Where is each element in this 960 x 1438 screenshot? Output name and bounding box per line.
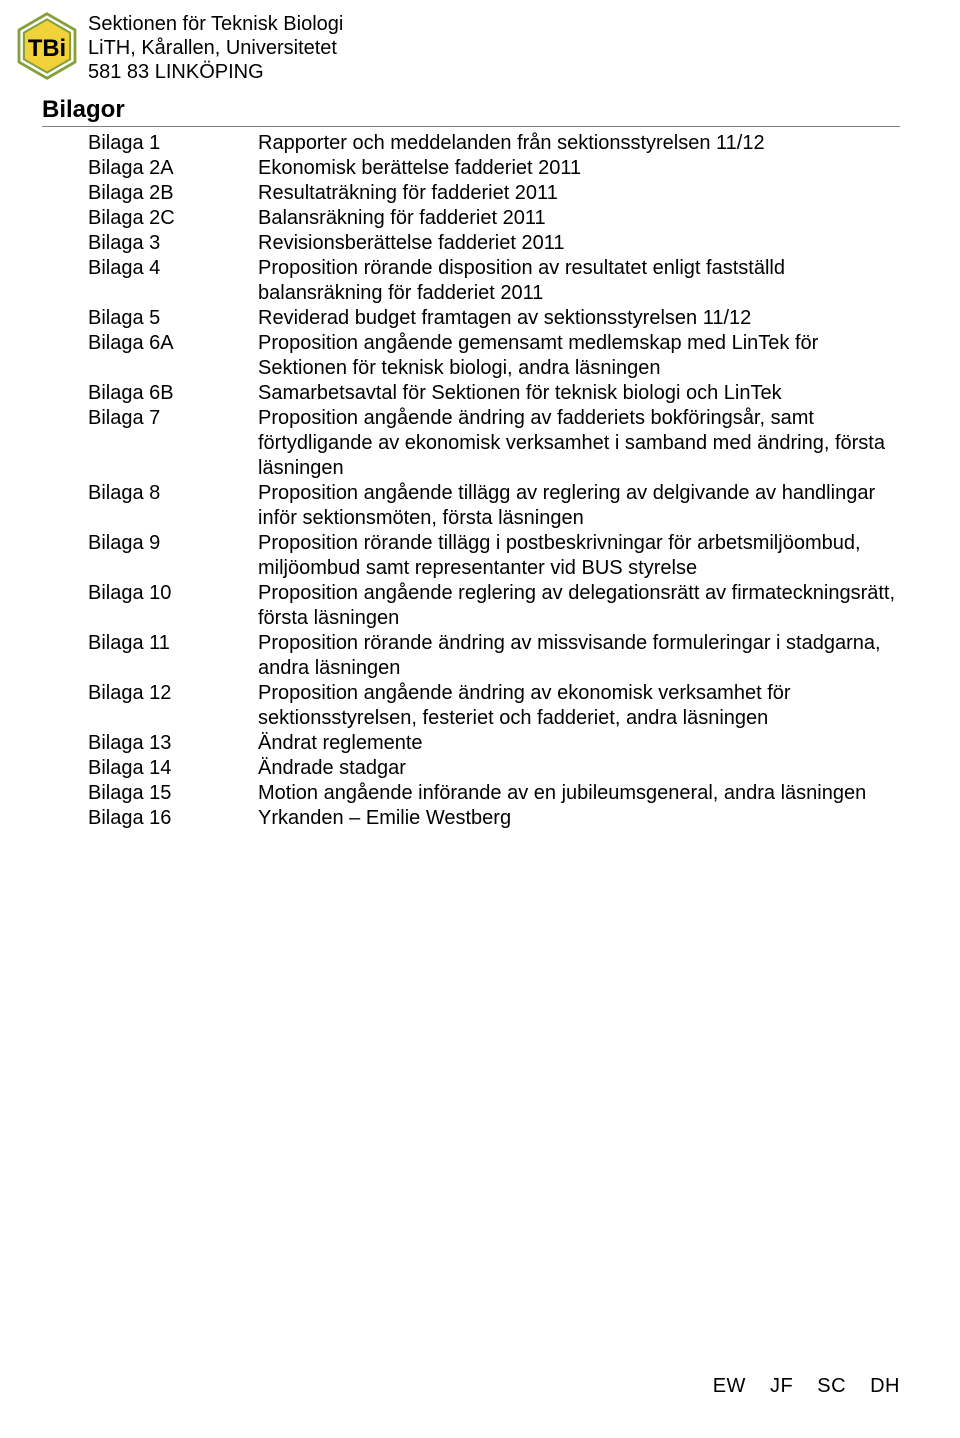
attachment-row: Bilaga 13Ändrat reglemente [42, 731, 900, 756]
attachment-label: Bilaga 6B [88, 381, 258, 406]
attachment-description: Proposition angående ändring av fadderie… [258, 406, 900, 481]
attachment-row: Bilaga 1Rapporter och meddelanden från s… [42, 131, 900, 156]
attachment-label: Bilaga 15 [88, 781, 258, 806]
attachment-label: Bilaga 13 [88, 731, 258, 756]
initials-3: SC [817, 1375, 846, 1397]
initials-4: DH [870, 1375, 900, 1397]
svg-text:TBi: TBi [28, 35, 66, 62]
attachment-description: Proposition angående reglering av delega… [258, 581, 900, 631]
attachment-label: Bilaga 16 [88, 806, 258, 831]
attachment-row: Bilaga 2BResultaträkning för fadderiet 2… [42, 181, 900, 206]
attachment-label: Bilaga 3 [88, 231, 258, 256]
attachment-label: Bilaga 4 [88, 256, 258, 306]
attachment-description: Revisionsberättelse fadderiet 2011 [258, 231, 900, 256]
attachment-description: Proposition angående gemensamt medlemska… [258, 331, 900, 381]
attachment-row: Bilaga 2CBalansräkning för fadderiet 201… [42, 206, 900, 231]
attachment-description: Yrkanden – Emilie Westberg [258, 806, 900, 831]
org-line-2: LiTH, Kårallen, Universitetet [88, 36, 343, 60]
attachment-description: Proposition rörande tillägg i postbeskri… [258, 531, 900, 581]
attachment-description: Balansräkning för fadderiet 2011 [258, 206, 900, 231]
attachment-row: Bilaga 15Motion angående införande av en… [42, 781, 900, 806]
attachment-label: Bilaga 2B [88, 181, 258, 206]
footer-initials: EW JF SC DH [695, 1375, 900, 1398]
document-header: TBi Sektionen för Teknisk Biologi LiTH, … [0, 0, 960, 84]
attachment-description: Proposition angående ändring av ekonomis… [258, 681, 900, 731]
attachment-label: Bilaga 6A [88, 331, 258, 381]
attachment-row: Bilaga 16Yrkanden – Emilie Westberg [42, 806, 900, 831]
attachment-description: Reviderad budget framtagen av sektionsst… [258, 306, 900, 331]
org-logo: TBi [12, 10, 82, 82]
attachment-list: Bilaga 1Rapporter och meddelanden från s… [42, 131, 900, 831]
attachment-row: Bilaga 12Proposition angående ändring av… [42, 681, 900, 731]
attachment-label: Bilaga 14 [88, 756, 258, 781]
attachment-label: Bilaga 7 [88, 406, 258, 481]
section-title: Bilagor [42, 96, 900, 127]
attachment-description: Proposition rörande ändring av missvisan… [258, 631, 900, 681]
attachment-description: Proposition angående tillägg av reglerin… [258, 481, 900, 531]
attachment-row: Bilaga 10Proposition angående reglering … [42, 581, 900, 631]
attachment-row: Bilaga 14Ändrade stadgar [42, 756, 900, 781]
attachment-row: Bilaga 6AProposition angående gemensamt … [42, 331, 900, 381]
attachment-label: Bilaga 2C [88, 206, 258, 231]
attachment-label: Bilaga 10 [88, 581, 258, 631]
attachment-label: Bilaga 12 [88, 681, 258, 731]
page-body: Bilagor Bilaga 1Rapporter och meddelande… [0, 84, 960, 831]
org-line-1: Sektionen för Teknisk Biologi [88, 12, 343, 36]
attachment-row: Bilaga 5Reviderad budget framtagen av se… [42, 306, 900, 331]
attachment-row: Bilaga 2AEkonomisk berättelse fadderiet … [42, 156, 900, 181]
initials-1: EW [713, 1375, 746, 1397]
attachment-label: Bilaga 9 [88, 531, 258, 581]
attachment-description: Ändrat reglemente [258, 731, 900, 756]
attachment-description: Rapporter och meddelanden från sektionss… [258, 131, 900, 156]
attachment-label: Bilaga 8 [88, 481, 258, 531]
attachment-description: Ekonomisk berättelse fadderiet 2011 [258, 156, 900, 181]
attachment-description: Ändrade stadgar [258, 756, 900, 781]
attachment-description: Resultaträkning för fadderiet 2011 [258, 181, 900, 206]
attachment-label: Bilaga 1 [88, 131, 258, 156]
initials-2: JF [770, 1375, 793, 1397]
attachment-row: Bilaga 4Proposition rörande disposition … [42, 256, 900, 306]
attachment-description: Proposition rörande disposition av resul… [258, 256, 900, 306]
org-address: Sektionen för Teknisk Biologi LiTH, Kåra… [88, 10, 343, 84]
attachment-row: Bilaga 8Proposition angående tillägg av … [42, 481, 900, 531]
org-line-3: 581 83 LINKÖPING [88, 60, 343, 84]
attachment-label: Bilaga 5 [88, 306, 258, 331]
attachment-row: Bilaga 7Proposition angående ändring av … [42, 406, 900, 481]
attachment-label: Bilaga 11 [88, 631, 258, 681]
attachment-row: Bilaga 9Proposition rörande tillägg i po… [42, 531, 900, 581]
attachment-row: Bilaga 6BSamarbetsavtal för Sektionen fö… [42, 381, 900, 406]
attachment-label: Bilaga 2A [88, 156, 258, 181]
attachment-row: Bilaga 11Proposition rörande ändring av … [42, 631, 900, 681]
attachment-description: Samarbetsavtal för Sektionen för teknisk… [258, 381, 900, 406]
attachment-row: Bilaga 3Revisionsberättelse fadderiet 20… [42, 231, 900, 256]
attachment-description: Motion angående införande av en jubileum… [258, 781, 900, 806]
